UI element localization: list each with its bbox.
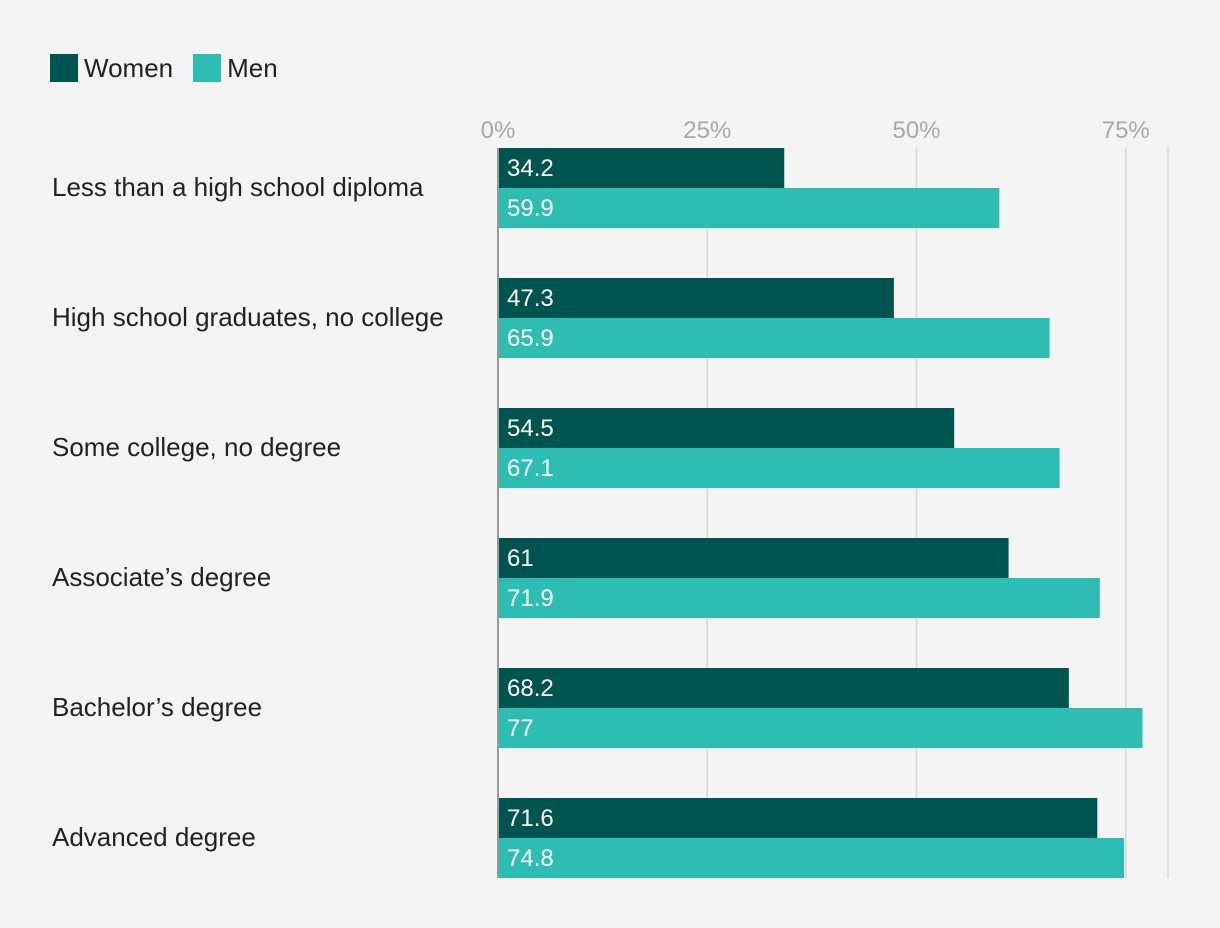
category-label: Some college, no degree bbox=[52, 432, 341, 462]
legend: Women Men bbox=[50, 52, 290, 84]
x-tick-label-0: 0% bbox=[481, 117, 516, 144]
legend-swatch-women bbox=[50, 54, 78, 82]
bar-women bbox=[498, 538, 1009, 578]
bar-value-label-men: 77 bbox=[507, 715, 534, 742]
bar-men bbox=[498, 838, 1125, 878]
bar-women bbox=[498, 798, 1098, 838]
bar-men bbox=[498, 318, 1050, 358]
bar-men bbox=[498, 708, 1143, 748]
legend-item-women: Women bbox=[50, 53, 173, 84]
x-tick-label-25: 25% bbox=[683, 117, 731, 144]
bar-women bbox=[498, 668, 1069, 708]
x-tick-label-75: 75% bbox=[1102, 117, 1150, 144]
bar-women bbox=[498, 148, 785, 188]
category-label: Less than a high school diploma bbox=[52, 172, 424, 202]
bar-women bbox=[498, 408, 955, 448]
bar-value-label-women: 61 bbox=[507, 545, 534, 572]
bar-value-label-women: 68.2 bbox=[507, 675, 554, 702]
category-label: Bachelor’s degree bbox=[52, 692, 262, 722]
legend-swatch-men bbox=[193, 54, 222, 82]
bar-value-label-men: 67.1 bbox=[507, 455, 554, 482]
bar-value-label-men: 74.8 bbox=[507, 845, 554, 872]
bar-value-label-men: 71.9 bbox=[507, 585, 554, 612]
bar-men bbox=[498, 188, 1000, 228]
category-label: Associate’s degree bbox=[52, 562, 271, 592]
category-label: Advanced degree bbox=[52, 822, 256, 852]
bar-value-label-women: 47.3 bbox=[507, 285, 554, 312]
legend-label-women: Women bbox=[84, 52, 174, 83]
legend-label-men: Men bbox=[227, 52, 278, 83]
x-tick-label-50: 50% bbox=[892, 117, 940, 144]
bar-value-label-men: 59.9 bbox=[507, 195, 554, 222]
bar-value-label-men: 65.9 bbox=[507, 325, 554, 352]
bar-value-label-women: 54.5 bbox=[507, 415, 554, 442]
legend-item-men: Men bbox=[193, 53, 278, 84]
bar-value-label-women: 34.2 bbox=[507, 155, 554, 182]
category-label: High school graduates, no college bbox=[52, 302, 444, 332]
bar-women bbox=[498, 278, 894, 318]
bar-men bbox=[498, 578, 1100, 618]
bar-value-label-women: 71.6 bbox=[507, 805, 554, 832]
bar-men bbox=[498, 448, 1060, 488]
